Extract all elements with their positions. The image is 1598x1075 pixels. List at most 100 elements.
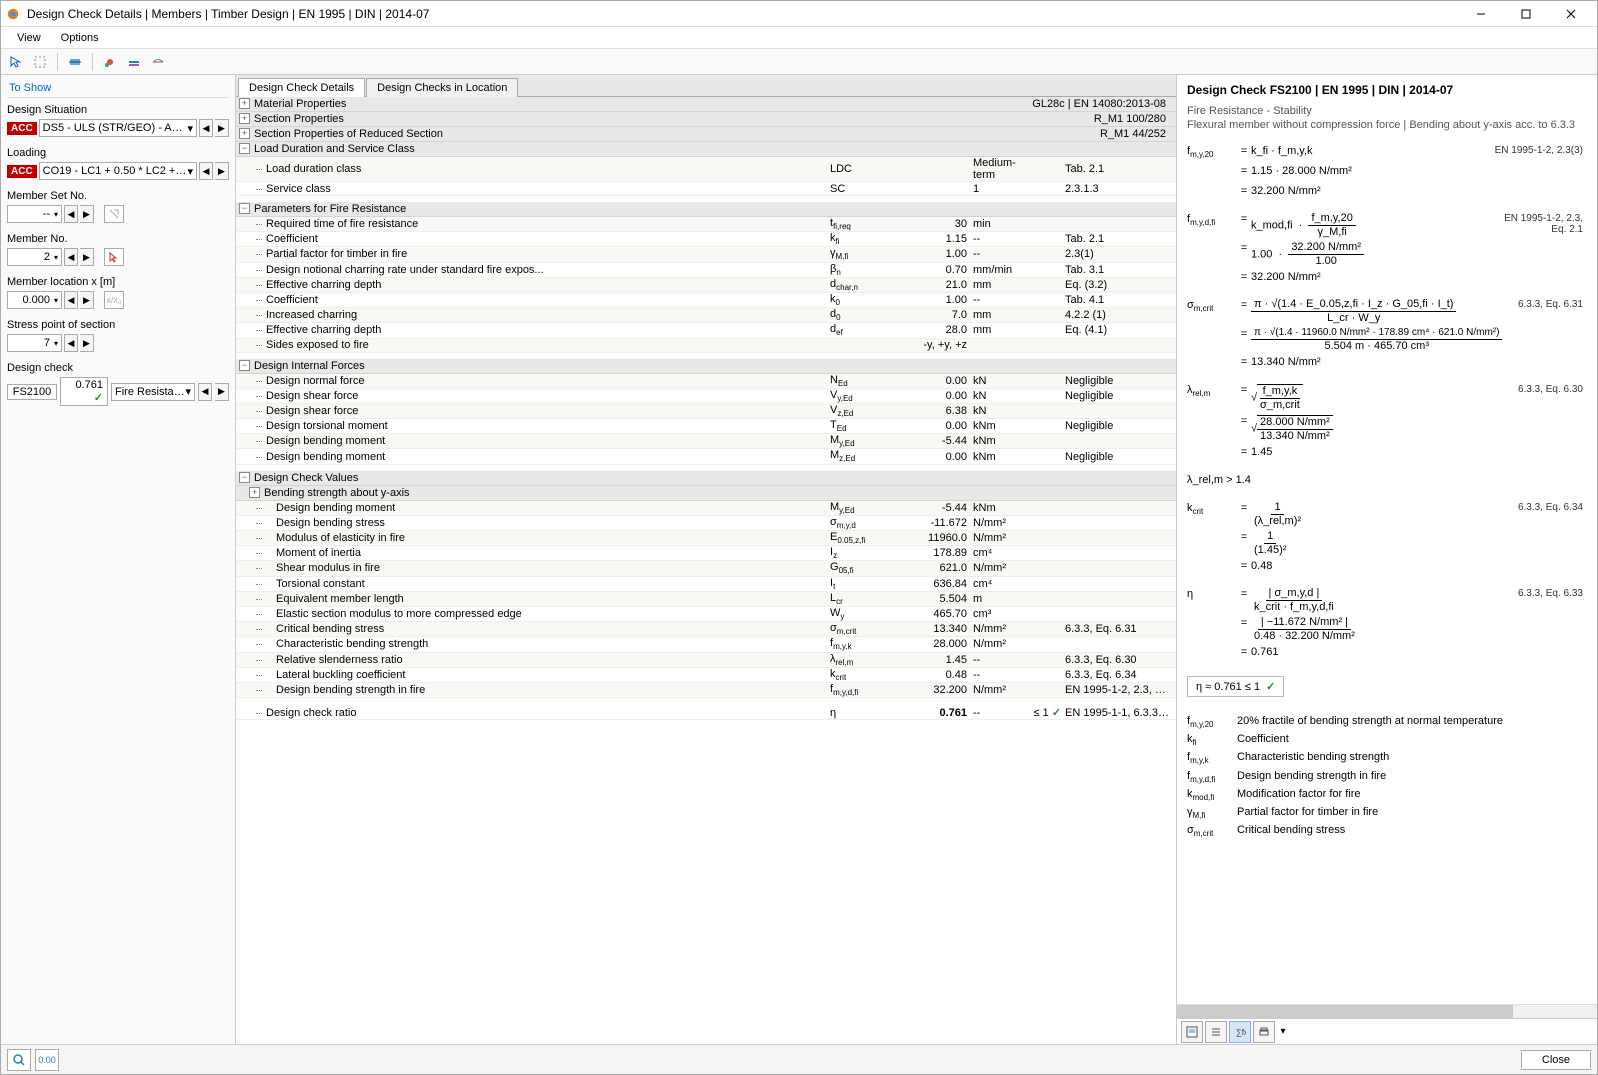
window-title: Design Check Details | Members | Timber …	[27, 7, 1458, 21]
member-loc-prev[interactable]: ◀	[64, 291, 78, 309]
section-fire-params[interactable]: −Parameters for Fire Resistance	[236, 202, 1176, 217]
collapse-icon[interactable]: −	[239, 472, 250, 483]
loading-label: Loading	[7, 147, 229, 159]
print-dropdown-icon[interactable]: ▾	[1277, 1021, 1289, 1043]
tool-diagram-icon[interactable]	[147, 51, 169, 73]
dc-prev[interactable]: ◀	[198, 383, 212, 401]
search-icon[interactable]	[7, 1049, 31, 1071]
legend-row: σm,critCritical bending stress	[1187, 822, 1587, 840]
collapse-icon[interactable]: −	[239, 143, 250, 154]
table-row: Characteristic bending strengthfm,y,k28.…	[236, 637, 1176, 652]
dc-description-select[interactable]: Fire Resistance - ...▾	[111, 383, 195, 401]
table-row: Design notional charring rate under stan…	[236, 263, 1176, 278]
minimize-button[interactable]	[1458, 2, 1503, 26]
stress-point-select[interactable]: 7▾	[7, 334, 62, 352]
member-no-pick-icon[interactable]	[104, 248, 124, 266]
legend-row: fm,y,2020% fractile of bending strength …	[1187, 713, 1587, 731]
stress-point-next[interactable]: ▶	[80, 334, 94, 352]
table-row: Design shear forceVz,Ed6.38kN	[236, 404, 1176, 419]
member-loc-select[interactable]: 0.000▾	[7, 291, 62, 309]
toolbar	[1, 49, 1597, 75]
expand-icon[interactable]: +	[239, 98, 250, 109]
formula-subtitle: Fire Resistance - Stability	[1187, 105, 1587, 117]
member-no-select[interactable]: 2▾	[7, 248, 62, 266]
menubar: View Options	[1, 27, 1597, 49]
tool-select-icon[interactable]	[29, 51, 51, 73]
section-load-duration[interactable]: −Load Duration and Service Class	[236, 142, 1176, 157]
section-section-properties[interactable]: +Section PropertiesR_M1 100/280	[236, 112, 1176, 127]
table-row: Load duration classLDCMedium-termTab. 2.…	[236, 157, 1176, 182]
table-row: Partial factor for timber in fireγM,fi1.…	[236, 247, 1176, 262]
member-set-select[interactable]: --▾	[7, 205, 62, 223]
loading-badge: ACC	[7, 165, 37, 178]
member-no-next[interactable]: ▶	[80, 248, 94, 266]
expand-icon[interactable]: +	[249, 487, 260, 498]
legend-row: kfiCoefficient	[1187, 731, 1587, 749]
member-no-prev[interactable]: ◀	[64, 248, 78, 266]
ds-prev-button[interactable]: ◀	[199, 119, 213, 137]
tool-member-icon[interactable]	[123, 51, 145, 73]
view-details-icon[interactable]	[1181, 1021, 1203, 1043]
expand-icon[interactable]: +	[239, 128, 250, 139]
table-row: Coefficientk01.00--Tab. 4.1	[236, 293, 1176, 308]
tab-details[interactable]: Design Check Details	[238, 78, 365, 97]
tab-location[interactable]: Design Checks in Location	[366, 78, 518, 97]
left-panel: To Show Design Situation ACC DS5 - ULS (…	[1, 75, 236, 1044]
check-ok-icon: ✓	[1266, 680, 1275, 693]
table-row: Design bending momentMy,Ed-5.44kNm	[236, 434, 1176, 449]
collapse-icon[interactable]: −	[239, 203, 250, 214]
table-row: Required time of fire resistancetfi,req3…	[236, 217, 1176, 232]
ratio-row: Design check ratio η 0.761 -- ≤ 1 ✓ EN 1…	[236, 706, 1176, 720]
close-button[interactable]	[1548, 2, 1593, 26]
maximize-button[interactable]	[1503, 2, 1548, 26]
collapse-icon[interactable]: −	[239, 360, 250, 371]
table-row: Critical bending stressσm,crit13.340N/mm…	[236, 622, 1176, 637]
legend-row: kmod,fiModification factor for fire	[1187, 786, 1587, 804]
units-icon[interactable]: 0.00	[35, 1049, 59, 1071]
table-row: Coefficientkfi1.15--Tab. 2.1	[236, 232, 1176, 247]
table-row: Shear modulus in fireG05,fi621.0N/mm²	[236, 561, 1176, 576]
menu-options[interactable]: Options	[51, 30, 109, 46]
section-material-properties[interactable]: +Material PropertiesGL28c | EN 14080:201…	[236, 97, 1176, 112]
table-row: Service classSC12.3.1.3	[236, 182, 1176, 196]
member-set-next[interactable]: ▶	[80, 205, 94, 223]
member-loc-next[interactable]: ▶	[80, 291, 94, 309]
member-set-pick-icon[interactable]	[104, 205, 124, 223]
member-set-prev[interactable]: ◀	[64, 205, 78, 223]
check-ok-icon: ✓	[94, 392, 103, 404]
view-list-icon[interactable]	[1205, 1021, 1227, 1043]
section-check-values[interactable]: −Design Check Values	[236, 471, 1176, 486]
design-situation-select[interactable]: DS5 - ULS (STR/GEO) - Accident...▾	[39, 119, 197, 137]
details-table: +Material PropertiesGL28c | EN 14080:201…	[236, 97, 1176, 1044]
ds-next-button[interactable]: ▶	[215, 119, 229, 137]
section-bending-y[interactable]: +Bending strength about y-axis	[236, 486, 1176, 501]
print-icon[interactable]	[1253, 1021, 1275, 1043]
tool-pointer-icon[interactable]	[5, 51, 27, 73]
check-ok-icon: ✓	[1052, 707, 1061, 719]
view-formula-icon[interactable]: ∑fx	[1229, 1021, 1251, 1043]
loading-select[interactable]: CO19 - LC1 + 0.50 * LC2 + 0.50 ...▾	[39, 162, 197, 180]
close-dialog-button[interactable]: Close	[1521, 1050, 1591, 1070]
table-row: Design bending stressσm,y,d-11.672N/mm²	[236, 516, 1176, 531]
tool-section-icon[interactable]	[99, 51, 121, 73]
horizontal-scrollbar[interactable]	[1177, 1004, 1597, 1018]
menu-view[interactable]: View	[7, 30, 51, 46]
table-row: Elastic section modulus to more compress…	[236, 607, 1176, 622]
member-loc-x0-icon[interactable]: x/x₀	[104, 291, 124, 309]
tool-stress-icon[interactable]	[64, 51, 86, 73]
tabs: Design Check Details Design Checks in Lo…	[236, 75, 1176, 97]
formula-description: Flexural member without compression forc…	[1187, 119, 1587, 131]
dc-next[interactable]: ▶	[215, 383, 229, 401]
table-row: Design torsional momentTEd0.00kNmNegligi…	[236, 419, 1176, 434]
final-result-box: η ≈ 0.761 ≤ 1 ✓	[1187, 676, 1284, 697]
section-internal-forces[interactable]: −Design Internal Forces	[236, 359, 1176, 374]
dc-code: FS2100	[7, 384, 57, 400]
table-row: Increased charringd07.0mm4.2.2 (1)	[236, 308, 1176, 323]
loading-prev-button[interactable]: ◀	[199, 162, 213, 180]
stress-point-prev[interactable]: ◀	[64, 334, 78, 352]
formula-block: fm,y,20=k_fi · f_m,y,kEN 1995-1-2, 2.3(3…	[1187, 145, 1587, 697]
loading-next-button[interactable]: ▶	[215, 162, 229, 180]
section-reduced-section[interactable]: +Section Properties of Reduced SectionR_…	[236, 127, 1176, 142]
design-situation-label: Design Situation	[7, 104, 229, 116]
expand-icon[interactable]: +	[239, 113, 250, 124]
